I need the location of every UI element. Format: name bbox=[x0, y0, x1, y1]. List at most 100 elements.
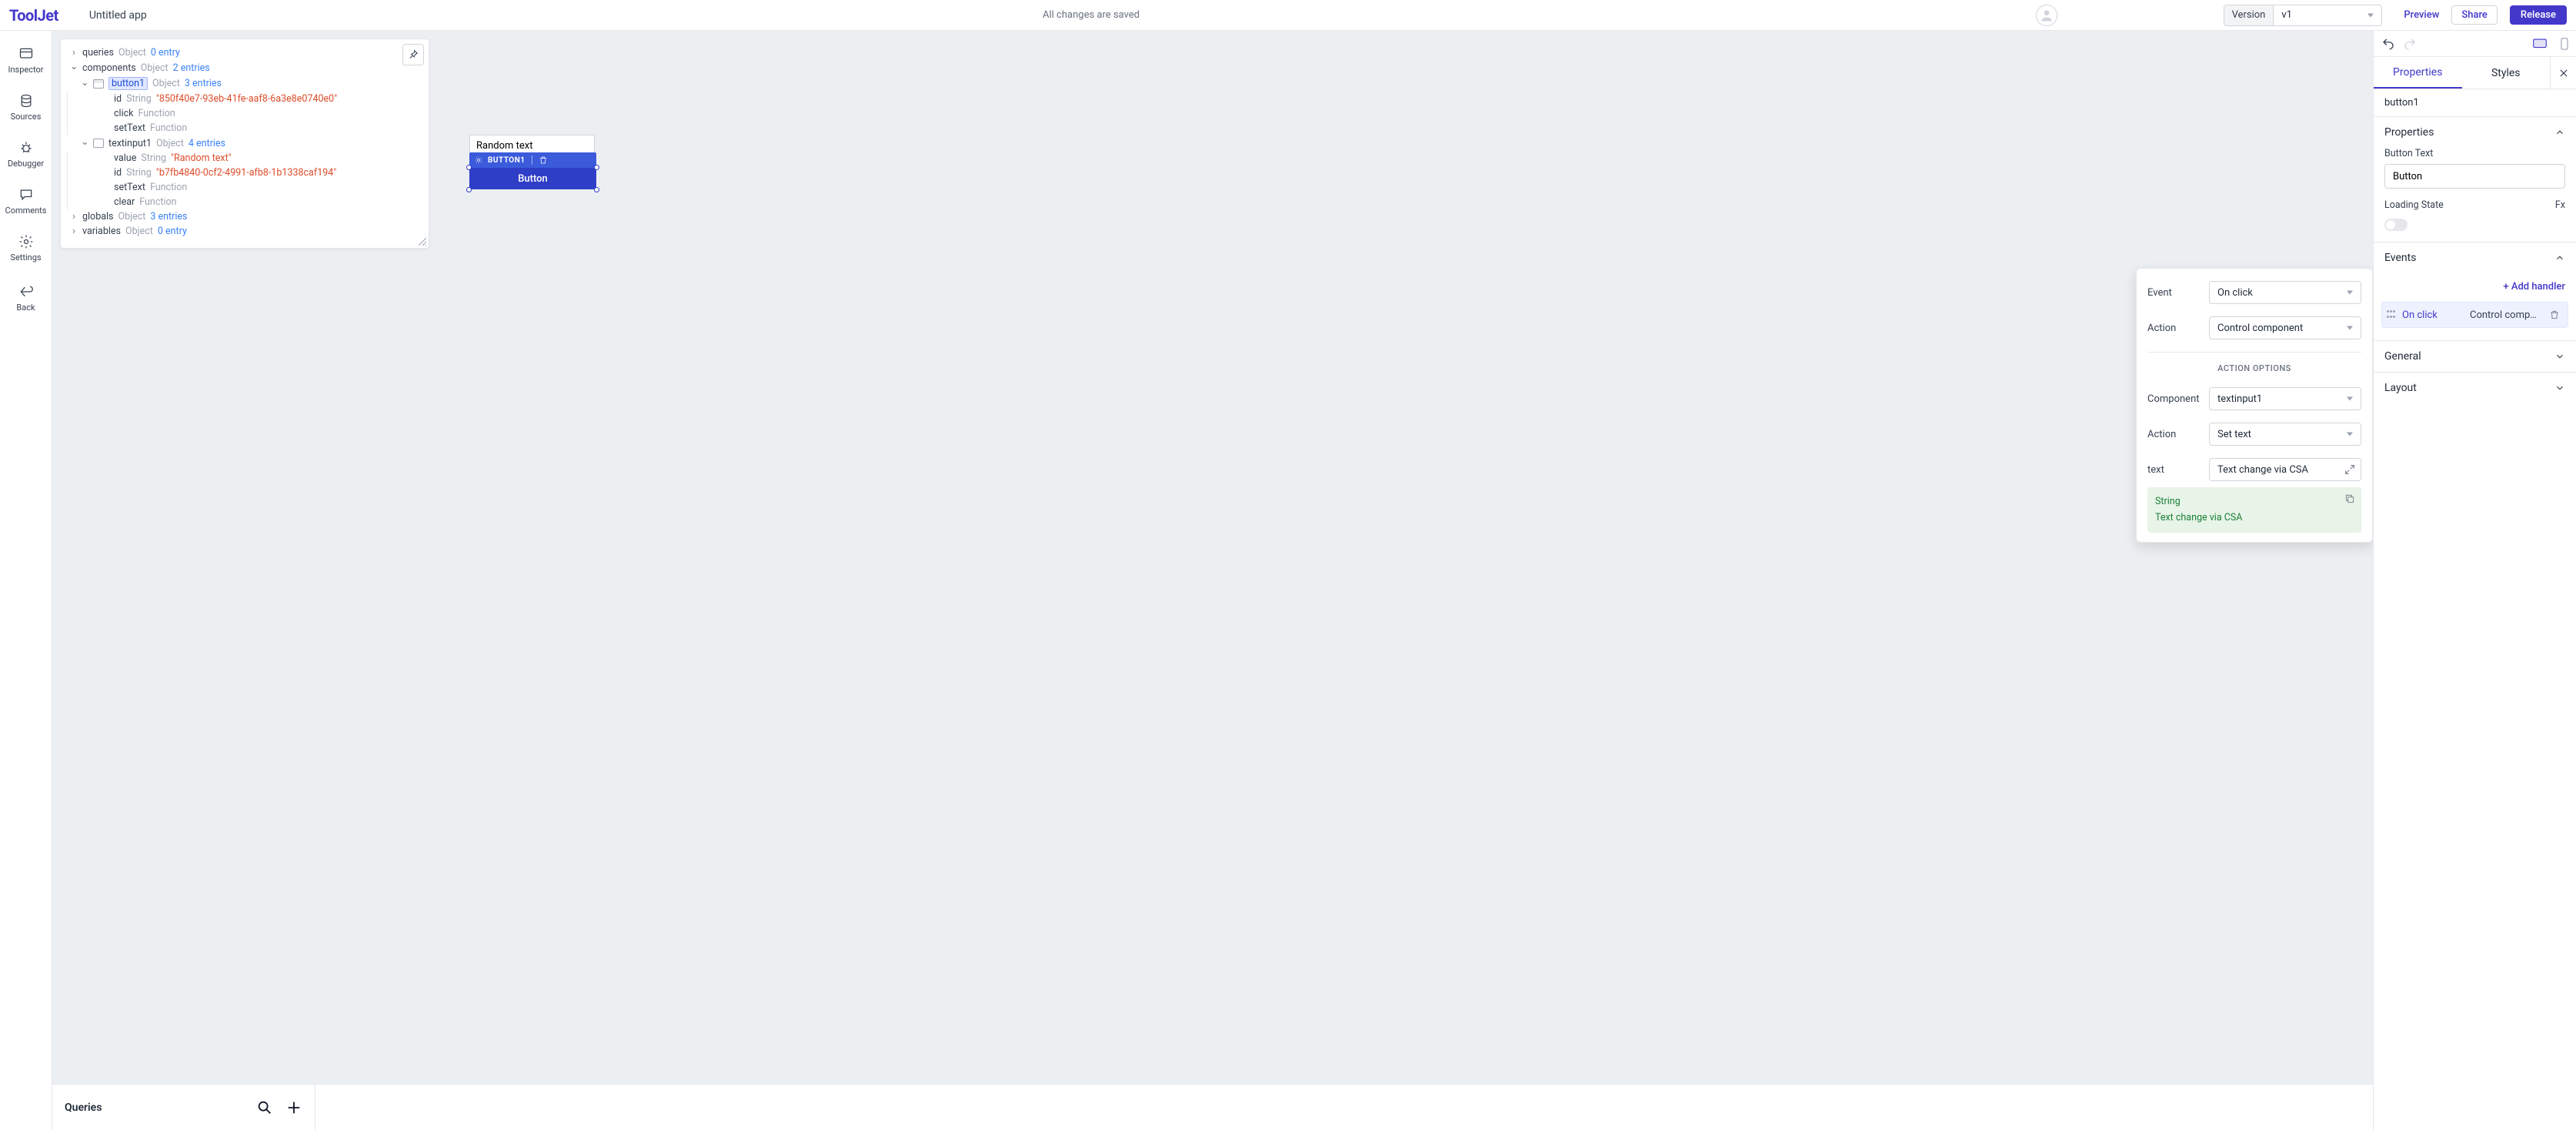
tree-row-button1-click[interactable]: click Function bbox=[67, 106, 422, 121]
section-general-header[interactable]: General bbox=[2374, 341, 2576, 372]
resize-handle[interactable] bbox=[466, 187, 472, 192]
selected-component-name[interactable]: button1 bbox=[2374, 89, 2576, 117]
component-icon bbox=[93, 79, 104, 89]
text-param-label: text bbox=[2147, 464, 2209, 476]
text-param-input[interactable]: Text change via CSA bbox=[2209, 458, 2361, 481]
drag-handle-icon[interactable] bbox=[2387, 310, 2396, 319]
event-select[interactable]: On click bbox=[2209, 281, 2361, 304]
trash-icon bbox=[2549, 309, 2560, 320]
tree-row-queries[interactable]: queries Object 0 entry bbox=[67, 45, 422, 60]
resize-handle-icon[interactable] bbox=[418, 237, 427, 246]
inspector-panel[interactable]: queries Object 0 entry components Object… bbox=[60, 38, 429, 249]
tree-row-globals[interactable]: globals Object 3 entries bbox=[67, 209, 422, 224]
chevron-up-icon bbox=[2554, 127, 2565, 138]
tree-row-textinput1[interactable]: textinput1 Object 4 entries bbox=[67, 135, 422, 151]
tree-row-textinput1-id[interactable]: id String "b7fb4840-0cf2-4991-afb8-1b133… bbox=[67, 165, 422, 180]
canvas-area: queries Object 0 entry components Object… bbox=[52, 31, 2373, 1130]
button1-selection[interactable]: BUTTON1 Button bbox=[469, 152, 596, 189]
selection-label: BUTTON1 bbox=[488, 156, 526, 165]
section-properties-header[interactable]: Properties bbox=[2374, 117, 2576, 148]
leftbar-item-settings[interactable]: Settings bbox=[0, 228, 52, 269]
tree-row-button1-id[interactable]: id String "850f40e7-93eb-41fe-aaf8-6a3e8… bbox=[67, 92, 422, 106]
event-handler-popover[interactable]: Event On click Action Control component … bbox=[2136, 268, 2373, 543]
component-action-select[interactable]: Set text bbox=[2209, 423, 2361, 446]
leftbar-item-comments[interactable]: Comments bbox=[0, 181, 52, 222]
version-selector[interactable]: Version v1 bbox=[2224, 5, 2383, 26]
leftbar-item-sources[interactable]: Sources bbox=[0, 87, 52, 128]
resize-handle[interactable] bbox=[466, 165, 472, 170]
tree-row-button1[interactable]: button1 Object 3 entries bbox=[67, 75, 422, 92]
handler-delete-button[interactable] bbox=[2546, 306, 2563, 323]
button1-widget[interactable]: Button bbox=[469, 168, 596, 189]
gear-icon bbox=[18, 234, 34, 249]
preview-value: Text change via CSA bbox=[2155, 510, 2354, 526]
mobile-icon[interactable] bbox=[2561, 38, 2568, 50]
component-select[interactable]: textinput1 bbox=[2209, 387, 2361, 410]
tab-styles[interactable]: Styles bbox=[2462, 57, 2551, 89]
component-icon bbox=[93, 139, 104, 148]
user-avatar[interactable] bbox=[2036, 5, 2057, 26]
fx-button[interactable]: Fx bbox=[2555, 199, 2565, 211]
release-button[interactable]: Release bbox=[2510, 5, 2567, 25]
undo-icon[interactable] bbox=[2381, 37, 2395, 51]
tree-row-textinput1-clear[interactable]: clear Function bbox=[67, 195, 422, 209]
leftbar-item-inspector[interactable]: Inspector bbox=[0, 40, 52, 81]
leftbar-item-back[interactable]: Back bbox=[0, 278, 52, 319]
section-properties: Properties Button Text Loading State Fx bbox=[2374, 117, 2576, 242]
tree-row-textinput1-value[interactable]: value String "Random text" bbox=[67, 151, 422, 165]
close-panel-button[interactable] bbox=[2550, 57, 2576, 89]
inspector-icon bbox=[18, 46, 34, 62]
event-handler-row[interactable]: On click Control comp… bbox=[2381, 302, 2568, 328]
loading-state-toggle[interactable] bbox=[2384, 219, 2407, 231]
expand-icon[interactable] bbox=[2344, 463, 2356, 476]
right-panel: Properties Styles button1 Properties But… bbox=[2373, 31, 2576, 1130]
gear-icon[interactable] bbox=[474, 155, 483, 165]
back-icon bbox=[18, 284, 34, 299]
component-label: Component bbox=[2147, 393, 2209, 405]
button-text-input[interactable] bbox=[2384, 164, 2565, 189]
search-icon[interactable] bbox=[256, 1099, 273, 1116]
component-action-label: Action bbox=[2147, 429, 2209, 440]
selection-toolbar[interactable]: BUTTON1 bbox=[469, 152, 596, 168]
tree-row-textinput1-settext[interactable]: setText Function bbox=[67, 180, 422, 195]
version-value[interactable]: v1 bbox=[2274, 5, 2381, 25]
inspector-pin-button[interactable] bbox=[402, 44, 424, 65]
brand-logo[interactable]: ToolJet bbox=[9, 6, 58, 25]
leftbar-label-back: Back bbox=[16, 303, 35, 313]
topbar: ToolJet Untitled app All changes are sav… bbox=[0, 0, 2576, 31]
copy-icon[interactable] bbox=[2344, 493, 2355, 504]
rightpanel-tabs: Properties Styles bbox=[2374, 57, 2576, 89]
leftbar-label-settings: Settings bbox=[10, 252, 41, 262]
tree-row-variables[interactable]: variables Object 0 entry bbox=[67, 224, 422, 239]
app-name[interactable]: Untitled app bbox=[89, 9, 147, 22]
action-select[interactable]: Control component bbox=[2209, 316, 2361, 339]
plus-icon[interactable] bbox=[285, 1099, 302, 1116]
action-label: Action bbox=[2147, 323, 2209, 334]
main-layout: Inspector Sources Debugger Comments Sett… bbox=[0, 31, 2576, 1130]
section-layout-header[interactable]: Layout bbox=[2374, 373, 2576, 403]
loading-state-label: Loading State bbox=[2384, 199, 2444, 211]
leftbar-item-debugger[interactable]: Debugger bbox=[0, 134, 52, 175]
resize-handle[interactable] bbox=[594, 187, 599, 192]
leftbar-label-comments: Comments bbox=[5, 206, 47, 216]
tree-row-button1-settext[interactable]: setText Function bbox=[67, 121, 422, 135]
desktop-icon[interactable] bbox=[2533, 38, 2547, 49]
canvas-body[interactable]: queries Object 0 entry components Object… bbox=[52, 31, 2373, 1084]
preview-link[interactable]: Preview bbox=[2404, 9, 2439, 21]
trash-icon[interactable] bbox=[539, 155, 548, 165]
share-button[interactable]: Share bbox=[2451, 5, 2498, 25]
redo-icon bbox=[2403, 37, 2417, 51]
add-handler-button[interactable]: + Add handler bbox=[2374, 273, 2576, 302]
handler-event-name: On click bbox=[2402, 309, 2438, 321]
comment-icon bbox=[18, 187, 34, 202]
queries-panel[interactable]: Queries bbox=[52, 1084, 2373, 1130]
leftbar-label-debugger: Debugger bbox=[8, 159, 44, 169]
close-icon bbox=[2558, 68, 2569, 79]
tab-properties[interactable]: Properties bbox=[2374, 57, 2462, 89]
section-events-header[interactable]: Events bbox=[2374, 242, 2576, 273]
string-preview: String Text change via CSA bbox=[2147, 487, 2361, 533]
save-status: All changes are saved bbox=[159, 9, 2024, 21]
resize-handle[interactable] bbox=[594, 165, 599, 170]
button1-label: Button bbox=[518, 173, 548, 185]
tree-row-components[interactable]: components Object 2 entries bbox=[67, 60, 422, 75]
